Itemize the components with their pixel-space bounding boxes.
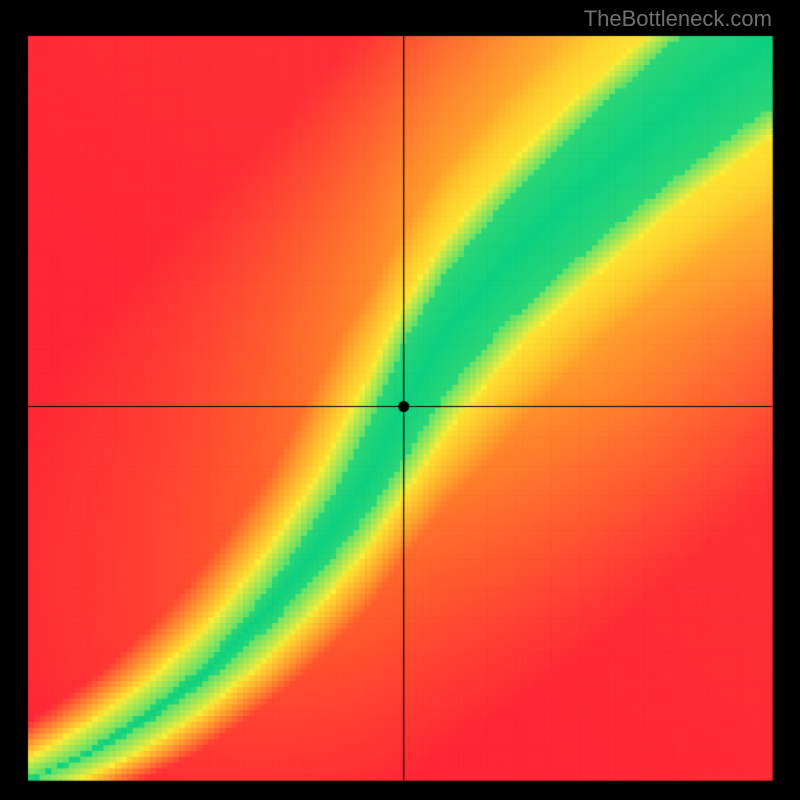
heatmap-canvas [0, 0, 800, 800]
watermark-text: TheBottleneck.com [584, 6, 772, 32]
figure-container: TheBottleneck.com [0, 0, 800, 800]
